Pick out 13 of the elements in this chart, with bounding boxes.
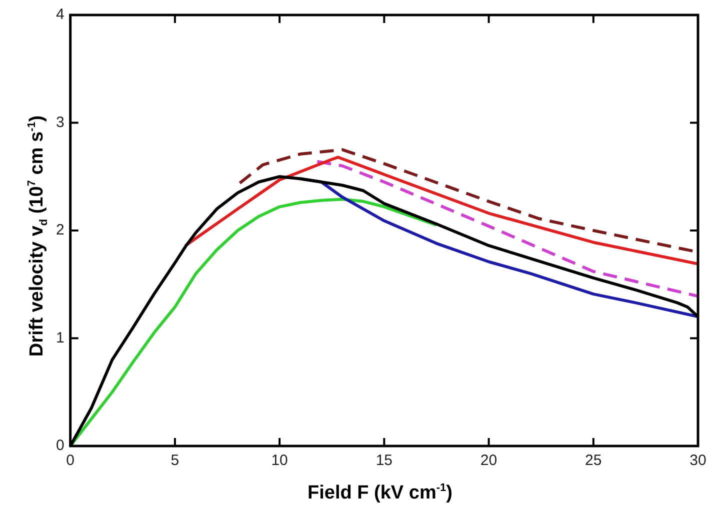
x-axis-title: Field F (kV cm$^{-1}$) [306,482,454,504]
y-tick-label: 4 [56,6,64,24]
x-tick-label: 10 [271,452,288,470]
y-tick-label: 2 [56,222,64,239]
x-tick-label: 30 [690,452,706,470]
y-tick-label: 1 [56,329,64,346]
x-tick-label: 15 [376,452,393,470]
x-tick-label: 5 [170,452,180,470]
line-series [316,160,698,298]
x-tick-label: 20 [480,452,498,470]
x-tick-label: 25 [585,452,602,470]
y-tick-label: 3 [56,114,64,131]
y-tick-label: 0 [56,437,64,454]
